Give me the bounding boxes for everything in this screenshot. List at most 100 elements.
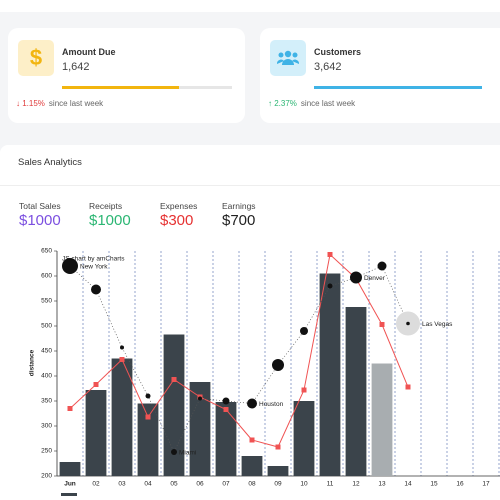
line-marker [119,357,125,362]
x-tick-label: 17 [482,481,490,488]
card-value: 3,642 [314,61,342,73]
card-title: Amount Due [62,47,116,57]
x-tick-label: 13 [378,481,386,488]
bar [319,273,341,476]
bar [59,462,81,476]
card: $ Amount Due 1,642 ↓ 1.15% since last wee… [8,28,245,123]
line-marker [223,407,229,412]
bubble [171,449,177,455]
change-note: since last week [48,99,104,108]
change: ↓ 1.15% since last week [16,99,104,108]
change: ↑ 2.37% since last week [268,99,356,108]
bubble [145,393,151,399]
x-tick-label: Jun [64,481,76,488]
separator [0,185,500,186]
progress-fill [314,86,482,89]
y-tick-label: 350 [41,398,52,405]
change-value: 2.37% [274,99,297,108]
progress-fill [62,86,180,89]
line-marker [405,384,411,390]
bubble-label: New York [80,264,108,271]
stat-value: $1000 [19,212,61,229]
stat-label: Expenses [160,201,198,211]
line-marker [301,387,307,393]
bar [267,466,289,476]
x-tick-label: 04 [144,481,152,488]
line-marker [93,382,99,387]
card-icon: $ [18,40,54,76]
bubble-label: Houston [259,401,284,408]
progress-track [62,86,232,89]
x-tick-label: 07 [222,481,230,488]
y-tick-label: 500 [41,323,52,330]
bubble-label: Denver [364,275,386,282]
card-icon [270,40,306,76]
stat-value: $700 [222,212,256,229]
line-marker [249,437,255,443]
y-tick-label: 200 [41,473,52,480]
stat-label: Earnings [222,201,256,211]
bubble [62,258,78,274]
card-title: Customers [314,47,362,57]
bubble [198,396,202,401]
legend-marker [61,493,77,496]
x-tick-label: 02 [92,481,100,488]
bar [163,334,185,476]
line-marker [275,444,281,450]
x-tick-label: 11 [327,481,334,488]
bubble-label: Las Vegas [422,321,453,328]
x-tick-label: 06 [196,481,204,488]
stat-label: Total Sales [19,201,61,211]
stat-value: $1000 [89,212,131,229]
progress-track [314,86,482,89]
y-tick-label: 300 [41,423,52,430]
bubble-center [406,321,410,326]
bubble [272,359,284,371]
line-marker [145,414,151,420]
bar [371,363,393,476]
x-tick-label: 16 [456,481,464,488]
x-tick-label: 15 [430,481,438,488]
x-tick-label: 09 [274,481,282,488]
bar [111,358,133,476]
bubble [120,345,124,350]
people-icon [277,50,299,65]
x-tick-label: 14 [404,481,412,488]
y-tick-label: 250 [41,448,52,455]
bar [189,382,211,476]
y-axis-label: distance [29,349,36,376]
card: Customers 3,642 ↑ 2.37% since last week [260,28,500,123]
bubble [91,284,101,295]
bar [137,403,159,476]
top-bar [0,0,500,12]
panel-title: Sales Analytics [18,157,82,168]
chart-credit: JS chart by amCharts [62,256,125,263]
bubble [222,397,230,405]
bar [293,401,315,476]
y-tick-label: 600 [41,273,52,280]
bubble [327,283,333,289]
x-tick-label: 12 [352,481,360,488]
bubble [300,327,308,335]
change-note: since last week [300,99,356,108]
bar [345,307,367,476]
chart: JS chart by amCharts distance 200 250 300 3… [29,248,500,496]
bubble [350,271,362,284]
x-tick-label: 08 [248,481,256,488]
bar [241,456,263,476]
y-tick-label: 650 [41,248,52,255]
stat-label: Receipts [89,201,123,211]
change-value: 1.15% [22,99,45,108]
bubble [247,398,257,409]
card-value: 1,642 [62,61,90,73]
x-tick-label: 03 [118,481,126,488]
x-tick-label: 05 [170,481,178,488]
y-tick-label: 550 [41,298,52,305]
line-marker [379,322,385,327]
bubble-label: Miami [179,450,196,457]
y-tick-label: 400 [41,373,52,380]
y-tick-label: 450 [41,348,52,355]
stat-value: $300 [160,212,194,229]
line-marker [67,406,73,411]
